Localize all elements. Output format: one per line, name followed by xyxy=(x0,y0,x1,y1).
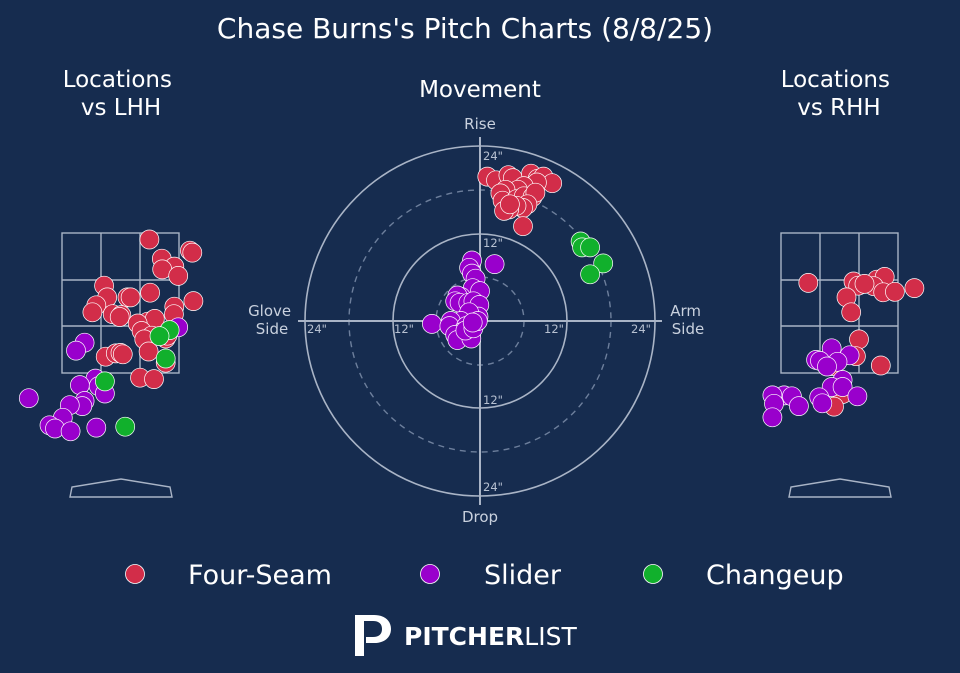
panel-locations-lhh: Locations vs LHH xyxy=(18,67,204,498)
lhh-point-changeup-4 xyxy=(115,416,136,437)
ring-label-right-12: 12" xyxy=(544,322,564,336)
movement-point-changeup-4 xyxy=(580,264,600,285)
rhh-point-four-seam-15 xyxy=(870,355,891,376)
movement-point-changeup-3 xyxy=(593,253,614,274)
axis-label-arm-line-1: Arm xyxy=(670,302,701,320)
lhh-point-four-seam-8 xyxy=(140,282,160,303)
ring-label-left-12: 12" xyxy=(394,322,414,336)
rhh-point-four-seam-11 xyxy=(841,302,862,323)
lhh-point-four-seam-11 xyxy=(120,287,141,308)
legend-label-changeup: Changeup xyxy=(706,560,844,591)
home-plate-rhh xyxy=(788,478,892,498)
lhh-point-four-seam-14 xyxy=(82,302,103,323)
movement-point-slider-28 xyxy=(462,312,483,333)
rhh-point-slider-5 xyxy=(817,356,837,377)
movement-point-changeup-2 xyxy=(580,237,600,258)
lhh-point-slider-14 xyxy=(60,421,81,442)
axis-label-arm-side: Arm Side xyxy=(670,302,706,338)
lhh-point-four-seam-31 xyxy=(112,344,133,365)
lhh-point-four-seam-2 xyxy=(182,242,203,263)
lhh-point-four-seam-32 xyxy=(138,341,159,362)
wordmark-bold: PITCHER xyxy=(404,622,524,651)
axis-label-drop: Drop xyxy=(462,508,498,526)
axis-label-glove-line-2: Side xyxy=(256,320,288,338)
legend-label-slider: Slider xyxy=(484,560,562,591)
legend-marker-changeup xyxy=(643,564,663,584)
pitcherlist-logo: PITCHERLIST xyxy=(355,615,577,656)
lhh-point-four-seam-17 xyxy=(109,307,130,327)
ring-label-bottom-12: 12" xyxy=(483,393,503,407)
pitcherlist-p-icon xyxy=(355,615,391,656)
panel-title-lhh-line-2: vs LHH xyxy=(81,95,161,121)
legend-item-changeup: Changeup xyxy=(643,560,844,591)
points-lhh xyxy=(18,229,204,442)
axis-label-glove-side: Glove Side xyxy=(248,302,296,338)
legend-item-slider: Slider xyxy=(420,560,562,591)
panel-title-movement: Movement xyxy=(419,77,541,103)
main-title: Chase Burns's Pitch Charts (8/8/25) xyxy=(217,12,713,45)
rhh-point-slider-8 xyxy=(832,377,853,397)
panel-title-lhh-line-1: Locations xyxy=(63,67,172,93)
lhh-point-changeup-2 xyxy=(155,348,176,369)
axis-label-rise: Rise xyxy=(464,115,496,133)
home-plate-lhh xyxy=(69,478,173,498)
rhh-point-four-seam-8 xyxy=(885,281,905,302)
lhh-point-slider-2 xyxy=(66,340,86,361)
ring-label-right-24: 24" xyxy=(631,322,651,336)
legend-label-four-seam: Four-Seam xyxy=(188,560,332,591)
wordmark-light: LIST xyxy=(524,622,577,651)
ring-label-top-24: 24" xyxy=(483,149,503,163)
lhh-point-four-seam-0 xyxy=(139,229,160,250)
ring-label-left-24: 24" xyxy=(307,322,327,336)
points-movement xyxy=(422,163,614,350)
pitcherlist-wordmark: PITCHERLIST xyxy=(404,622,577,651)
lhh-point-slider-15 xyxy=(86,417,107,438)
rhh-point-four-seam-9 xyxy=(904,278,925,298)
movement-point-slider-4 xyxy=(484,254,505,274)
panel-title-lhh: Locations vs LHH xyxy=(63,67,180,121)
legend-marker-slider xyxy=(420,564,440,584)
panel-movement: Movement Rise Drop Glove Side Arm Side 2… xyxy=(248,77,706,526)
axis-label-arm-line-2: Side xyxy=(672,320,704,338)
legend: Four-Seam Slider Changeup xyxy=(125,560,844,591)
lhh-point-slider-10 xyxy=(18,388,39,409)
panel-title-rhh-line-1: Locations xyxy=(781,67,890,93)
lhh-point-four-seam-27 xyxy=(183,291,204,311)
rhh-point-four-seam-10 xyxy=(854,274,875,294)
panel-title-rhh: Locations vs RHH xyxy=(781,67,898,121)
points-rhh xyxy=(762,267,925,428)
ring-label-top-12: 12" xyxy=(483,236,503,250)
movement-point-four-seam-24 xyxy=(500,194,520,215)
rhh-point-slider-13 xyxy=(812,393,833,414)
rhh-point-slider-17 xyxy=(847,386,868,407)
panel-title-rhh-line-2: vs RHH xyxy=(797,95,880,121)
lhh-point-changeup-3 xyxy=(95,371,115,392)
lhh-point-changeup-1 xyxy=(149,326,170,346)
lhh-point-four-seam-35 xyxy=(144,369,164,389)
ring-label-bottom-24: 24" xyxy=(483,480,503,494)
rhh-point-four-seam-0 xyxy=(798,273,819,293)
axis-label-glove-line-1: Glove xyxy=(248,302,291,320)
legend-item-four-seam: Four-Seam xyxy=(125,560,332,591)
movement-point-slider-18 xyxy=(422,314,442,334)
rhh-point-slider-16 xyxy=(762,407,783,428)
legend-marker-four-seam xyxy=(125,564,145,584)
panel-locations-rhh: Locations vs RHH xyxy=(762,67,925,498)
rhh-point-slider-15 xyxy=(789,396,809,416)
lhh-point-four-seam-6 xyxy=(168,266,189,286)
movement-point-four-seam-25 xyxy=(513,216,533,237)
